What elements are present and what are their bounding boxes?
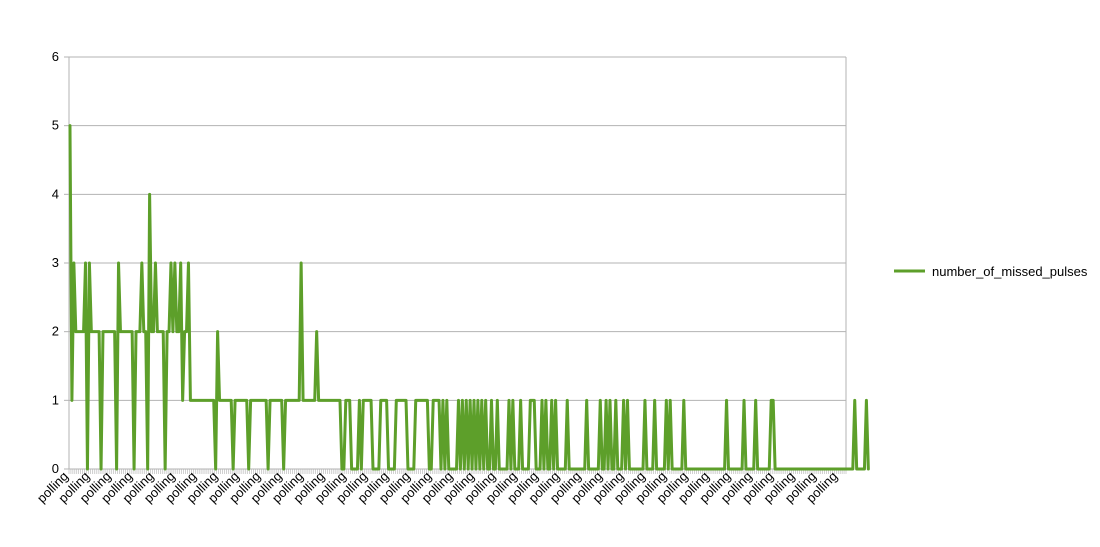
y-tick-label: 0 (52, 461, 59, 476)
y-tick-label: 6 (52, 49, 59, 64)
series-layer (68, 124, 870, 471)
y-tick-label: 2 (52, 324, 59, 339)
series-line-0 (68, 124, 870, 471)
y-tick-label: 1 (52, 392, 59, 407)
y-tick-label: 5 (52, 118, 59, 133)
y-tick-label: 4 (52, 186, 59, 201)
y-tick-label: 3 (52, 255, 59, 270)
legend: number_of_missed_pulses (894, 264, 1088, 279)
x-tick-marks (68, 469, 847, 474)
legend-label: number_of_missed_pulses (932, 264, 1088, 279)
